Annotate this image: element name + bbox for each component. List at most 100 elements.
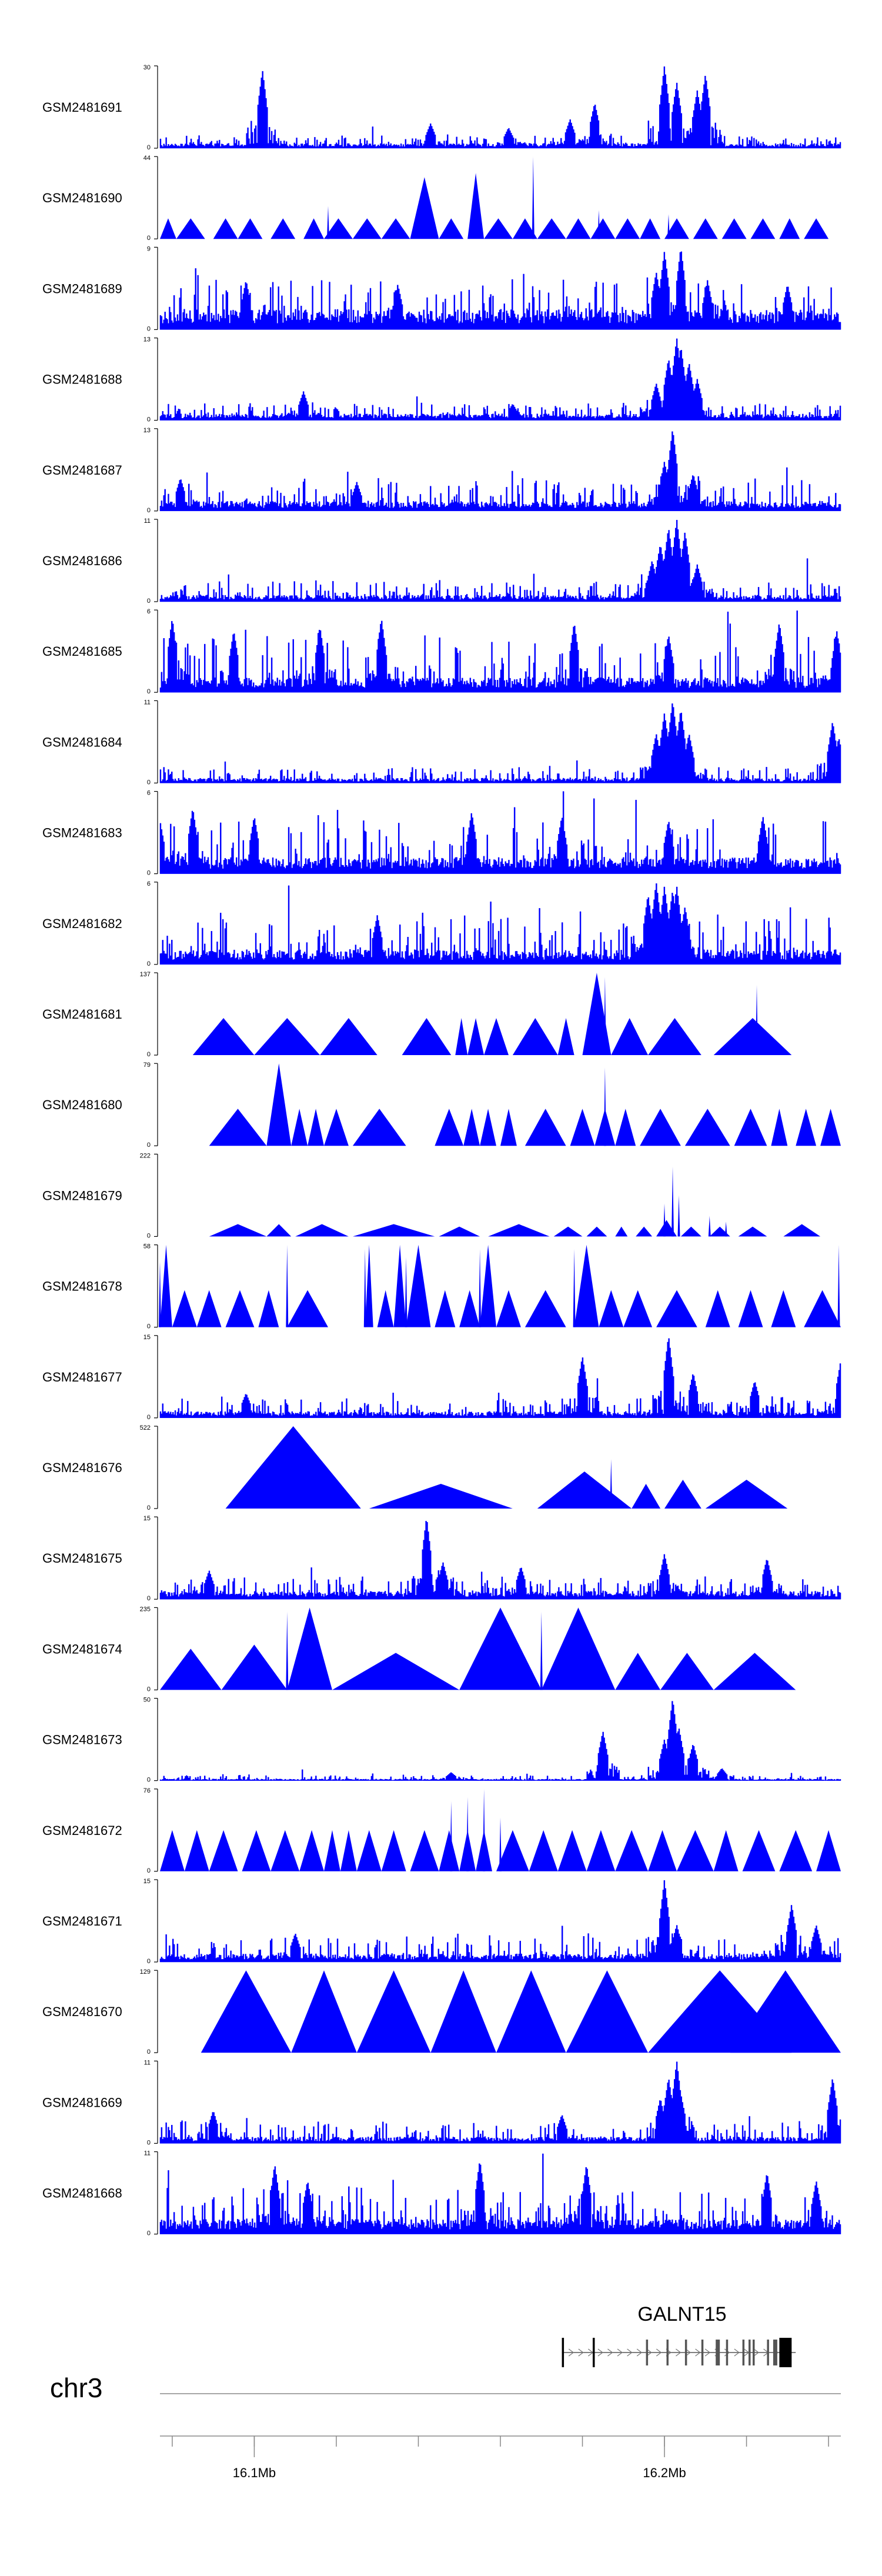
coverage-triangle bbox=[266, 1224, 292, 1237]
coverage-triangle bbox=[381, 218, 410, 239]
coverage-triangle bbox=[709, 1226, 730, 1237]
track-ymax-label: 58 bbox=[143, 1243, 151, 1250]
track-label: GSM2481688 bbox=[42, 372, 122, 387]
track-ymax-label: 13 bbox=[143, 427, 151, 434]
strand-arrow bbox=[753, 2348, 759, 2357]
strand-arrow bbox=[636, 2348, 643, 2357]
coverage-triangle bbox=[771, 1109, 788, 1146]
coverage-triangle bbox=[705, 1290, 730, 1327]
coverage-triangle bbox=[160, 1830, 185, 1871]
coverage-triangle bbox=[713, 1018, 792, 1055]
gene-exon bbox=[701, 2340, 704, 2365]
coverage-triangle bbox=[225, 1290, 255, 1327]
coverage-triangle bbox=[615, 1830, 649, 1871]
coverage-triangle bbox=[258, 1290, 279, 1327]
track-ymin-label: 0 bbox=[147, 1232, 151, 1239]
track-ymin-label: 0 bbox=[147, 1595, 151, 1602]
track-ymin-label: 0 bbox=[147, 2139, 151, 2146]
coverage-triangle bbox=[369, 1484, 513, 1509]
coverage-triangle bbox=[611, 1018, 649, 1055]
gene-exon bbox=[646, 2340, 649, 2365]
coverage-triangle bbox=[496, 1290, 521, 1327]
track-label: GSM2481691 bbox=[42, 100, 122, 115]
track-GSM2481686: GSM2481686 11 0 bbox=[42, 518, 841, 605]
coverage-triangle bbox=[734, 1109, 767, 1146]
track-GSM2481678: GSM2481678 58 0 bbox=[42, 1243, 841, 1330]
coverage-triangle bbox=[352, 1109, 406, 1146]
coverage-triangle bbox=[209, 1830, 238, 1871]
coverage-spike bbox=[466, 1797, 469, 1871]
coverage-triangle bbox=[586, 1226, 607, 1237]
coverage-triangle bbox=[291, 1109, 308, 1146]
coverage-triangle bbox=[435, 1290, 456, 1327]
coverage-triangle bbox=[287, 1607, 332, 1690]
coverage-triangle bbox=[295, 1224, 349, 1237]
coverage-spike bbox=[286, 1611, 289, 1690]
track-ymax-label: 11 bbox=[144, 2059, 151, 2066]
strand-arrow bbox=[607, 2348, 613, 2357]
coverage-triangle bbox=[500, 1109, 517, 1146]
coverage-triangle bbox=[221, 1644, 288, 1690]
gene-exon bbox=[726, 2340, 729, 2365]
coverage-triangle bbox=[435, 1109, 464, 1146]
coverage-spike bbox=[483, 1788, 486, 1871]
coverage-triangle bbox=[677, 1830, 714, 1871]
coverage-triangle bbox=[484, 1018, 509, 1055]
coverage-area bbox=[159, 1521, 841, 1600]
coverage-area bbox=[159, 2153, 841, 2234]
track-GSM2481681: GSM2481681 137 0 bbox=[42, 971, 792, 1058]
coverage-spike bbox=[540, 1611, 543, 1690]
coverage-triangle bbox=[537, 1471, 632, 1509]
strand-arrow bbox=[704, 2348, 711, 2357]
track-label: GSM2481689 bbox=[42, 281, 122, 296]
gene-exon bbox=[753, 2340, 755, 2365]
coverage-triangle bbox=[480, 1244, 496, 1327]
coverage-triangle bbox=[640, 218, 661, 239]
coverage-triangle bbox=[459, 1607, 542, 1690]
track-ymax-label: 11 bbox=[144, 699, 151, 706]
coverage-triangle bbox=[524, 1290, 566, 1327]
track-GSM2481669: GSM2481669 11 0 bbox=[42, 2059, 841, 2146]
coverage-spike bbox=[603, 977, 606, 1055]
track-ymax-label: 79 bbox=[143, 1062, 151, 1069]
coverage-triangle bbox=[615, 218, 640, 239]
strand-arrow bbox=[656, 2348, 662, 2357]
coverage-triangle bbox=[287, 1290, 328, 1327]
coverage-triangle bbox=[303, 218, 324, 239]
coverage-area bbox=[159, 2061, 841, 2144]
coverage-triangle bbox=[771, 1290, 796, 1327]
track-label: GSM2481668 bbox=[42, 2186, 122, 2201]
coverage-spike bbox=[603, 1067, 606, 1146]
track-label: GSM2481671 bbox=[42, 1914, 122, 1928]
coverage-spike bbox=[573, 1249, 576, 1327]
coverage-triangle bbox=[648, 1018, 701, 1055]
axis-tick-label: 16.1Mb bbox=[233, 2465, 276, 2480]
track-GSM2481684: GSM2481684 11 0 bbox=[42, 699, 841, 786]
coverage-triangle bbox=[566, 218, 591, 239]
coverage-spike bbox=[499, 1817, 502, 1871]
coverage-triangle bbox=[648, 1830, 677, 1871]
coverage-spike bbox=[479, 1249, 482, 1327]
strand-arrow bbox=[617, 2348, 623, 2357]
track-GSM2481677: GSM2481677 15 0 bbox=[42, 1334, 841, 1421]
track-ymin-label: 0 bbox=[147, 235, 151, 242]
track-ymax-label: 6 bbox=[147, 880, 151, 887]
track-ymin-label: 0 bbox=[147, 144, 151, 151]
coverage-triangle bbox=[713, 1653, 796, 1690]
coverage-triangle bbox=[779, 1830, 813, 1871]
track-ymin-label: 0 bbox=[147, 1504, 151, 1511]
coverage-triangle bbox=[636, 1226, 653, 1237]
track-ymax-label: 13 bbox=[143, 336, 151, 343]
gene-label: GALNT15 bbox=[637, 2303, 726, 2325]
track-GSM2481685: GSM2481685 6 0 bbox=[42, 608, 841, 695]
coverage-triangle bbox=[496, 1830, 529, 1871]
track-GSM2481691: GSM2481691 30 0 bbox=[42, 64, 841, 151]
coverage-triangle bbox=[455, 1018, 468, 1055]
track-ymax-label: 222 bbox=[140, 1152, 151, 1159]
gene-exon bbox=[666, 2340, 669, 2365]
track-GSM2481688: GSM2481688 13 0 bbox=[42, 336, 841, 423]
track-label: GSM2481680 bbox=[42, 1097, 122, 1112]
coverage-triangle bbox=[410, 177, 439, 239]
track-ymin-label: 0 bbox=[147, 1867, 151, 1874]
track-ymin-label: 0 bbox=[147, 1051, 151, 1058]
